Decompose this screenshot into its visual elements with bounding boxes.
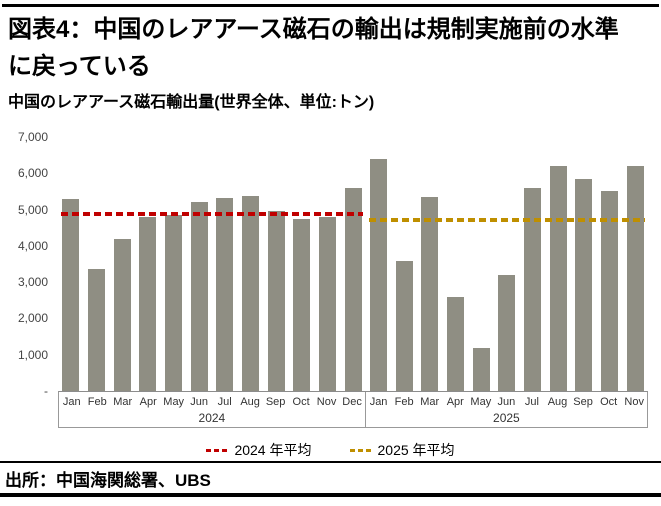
bar [190,202,208,391]
bar [498,275,516,391]
month-label: Nov [316,395,337,408]
bar [62,198,80,391]
x-axis-group-2025: Jan Feb Mar Apr May Jun Jul Aug Sep Oct Nov 2025 [366,392,647,427]
month-label: Mar [420,395,440,408]
x-axis: Jan Feb Mar Apr May Jun Jul Aug Sep Oct Nov Dec 2024… [58,391,648,428]
month-label: Apr [446,395,464,408]
month-label: May [470,395,492,408]
month-label: Jun [497,395,516,408]
average-line-2025 [368,218,645,223]
bar [267,211,285,391]
month-label: Sep [573,395,593,408]
month-label: Feb [394,395,414,408]
month-label-row: Jan Feb Mar Apr May Jun Jul Aug Sep Oct Nov [366,392,647,411]
month-label: Aug [547,395,568,408]
bar [216,198,234,391]
bar [293,219,311,391]
month-label: Jan [369,395,388,408]
y-tick-label: 5,000 [17,202,48,217]
figure-title: 図表4：中国のレアアース磁石の輸出は規制実施前の水準に戻っている [8,16,619,80]
y-tick-label: 1,000 [17,347,48,362]
y-tick-label: 4,000 [17,238,48,253]
month-label: Sep [265,395,286,408]
bar [626,166,644,391]
bar [241,196,259,391]
month-label: Jan [62,395,81,408]
month-label-row: Jan Feb Mar Apr May Jun Jul Aug Sep Oct Nov Dec [59,392,365,411]
bar [87,268,105,391]
month-label: Oct [600,395,618,408]
month-label: Jul [524,395,539,408]
bar [113,238,131,391]
chart-subtitle: 中国のレアアース磁石輸出量(世界全体、単位:トン) [8,94,375,111]
month-label: Apr [139,395,157,408]
bar-chart: 7,000 6,000 5,000 4,000 3,000 2,000 1,000 - Jan… [0,118,661,434]
average-line-2024 [61,211,363,216]
plot-area [58,137,648,391]
y-tick-label: 3,000 [17,275,48,290]
legend-label: 2025 年平均 [377,442,455,458]
legend-item: 2025 年平均 [349,440,455,460]
bar [164,215,182,391]
chart-legend: 2024 年平均 2025 年平均 [0,440,661,460]
source-text: 出所：中国海関総署、UBS [5,471,211,490]
bar [370,158,388,391]
x-axis-group-2024: Jan Feb Mar Apr May Jun Jul Aug Sep Oct Nov Dec 2024 [59,392,366,427]
month-label: Dec [342,395,362,408]
top-divider-rule [2,4,659,7]
bar [318,216,336,391]
bar [575,179,593,391]
month-label: Feb [87,395,107,408]
y-tick-label: - [44,384,48,398]
month-label: Nov [624,395,644,408]
bar [472,347,490,391]
month-label: Oct [292,395,310,408]
y-tick-label: 7,000 [17,130,48,144]
bar [395,261,413,391]
y-tick-label: 2,000 [17,311,48,326]
legend-item: 2024 年平均 [206,440,312,460]
month-label: Jul [217,395,232,408]
bar [549,166,567,391]
bar [524,187,542,391]
bar [447,297,465,391]
month-label: Mar [113,395,133,408]
bar [344,187,362,391]
bar [421,196,439,391]
bar [139,217,157,391]
dashed-line-icon [206,448,231,452]
month-label: Aug [240,395,260,408]
dashed-line-icon [349,448,374,452]
source-divider-rule [0,461,661,463]
month-label: Jun [190,395,209,408]
month-label: May [163,395,185,408]
year-label: 2024 [198,411,226,425]
bottom-divider-rule [0,493,661,497]
legend-label: 2024 年平均 [234,442,312,458]
bar [601,191,619,391]
year-label: 2025 [493,411,520,425]
y-tick-label: 6,000 [17,166,48,181]
